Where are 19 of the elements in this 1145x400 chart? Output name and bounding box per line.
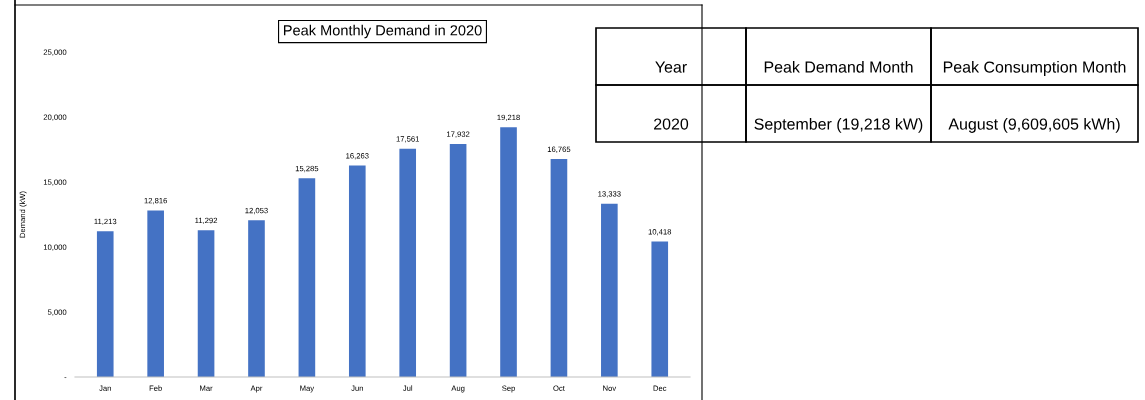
bar — [500, 127, 517, 377]
annotation: 2020 — [654, 118, 689, 130]
bar — [248, 220, 265, 377]
text: September (19,218 kW) — [754, 117, 923, 133]
bar — [651, 241, 669, 377]
bar — [601, 203, 618, 377]
bar — [197, 230, 215, 377]
text: Peak Consumption Month — [943, 60, 1126, 76]
bar — [449, 143, 467, 377]
bar — [96, 231, 114, 377]
bar — [298, 178, 316, 377]
text: Peak Demand Month — [764, 60, 913, 73]
bar — [550, 159, 568, 377]
chart-title: Peak Monthly Demand in 2020 — [283, 24, 482, 39]
text: August (9,609,605 kWh) — [948, 117, 1120, 133]
annotation: Year — [655, 61, 687, 73]
bar — [348, 165, 366, 377]
bar — [399, 148, 417, 377]
bar — [147, 210, 164, 377]
